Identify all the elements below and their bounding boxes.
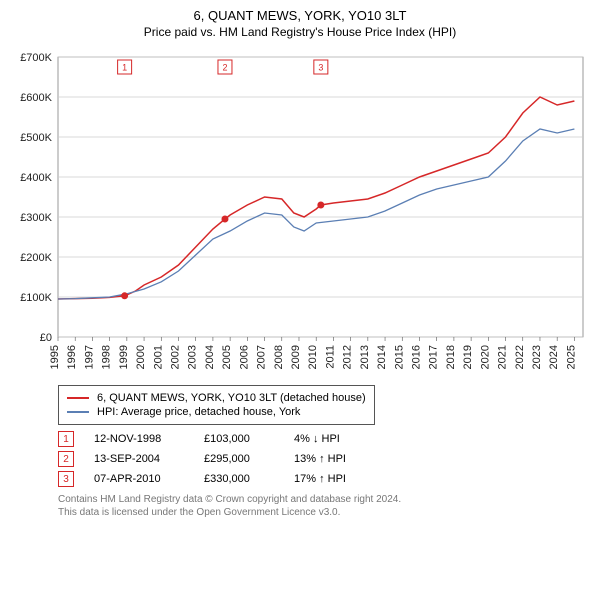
sale-delta: 13% ↑ HPI [294,453,394,465]
x-tick-label: 2018 [445,345,457,369]
x-tick-label: 2019 [462,345,474,369]
x-tick-label: 2003 [187,345,199,369]
y-tick-label: £400K [20,172,52,184]
x-tick-label: 2011 [324,345,336,369]
sale-badge: 3 [58,471,74,487]
x-tick-label: 2014 [376,345,388,369]
sale-marker-number: 3 [318,63,323,73]
x-tick-label: 2021 [497,345,509,369]
sale-delta: 17% ↑ HPI [294,473,394,485]
x-tick-label: 2010 [307,345,319,369]
x-tick-label: 2013 [359,345,371,369]
x-tick-label: 1995 [49,345,61,369]
legend-row: 6, QUANT MEWS, YORK, YO10 3LT (detached … [67,392,366,404]
legend-swatch [67,397,89,399]
x-tick-label: 1998 [101,345,113,369]
x-tick-label: 2025 [565,345,577,369]
sale-row: 1 12-NOV-1998£103,0004% ↓ HPI [58,431,592,447]
attribution-line1: Contains HM Land Registry data © Crown c… [58,493,592,506]
chart-area: £0 £100K £200K £300K £400K £500K £600K £700K 199… [8,47,592,377]
x-tick-label: 2000 [135,345,147,369]
sale-date: 12-NOV-1998 [94,433,204,445]
x-tick-label: 2004 [204,345,216,369]
x-tick-label: 2012 [342,345,354,369]
attribution-line2: This data is licensed under the Open Gov… [58,506,592,519]
x-tick-label: 2007 [256,345,268,369]
x-tick-label: 2001 [152,345,164,369]
legend-label: HPI: Average price, detached house, York [97,406,300,418]
x-tick-label: 2022 [514,345,526,369]
x-tick-label: 1996 [66,345,78,369]
x-tick-label: 2009 [290,345,302,369]
sale-date: 07-APR-2010 [94,473,204,485]
x-tick-label: 2020 [479,345,491,369]
y-tick-label: £300K [20,212,52,224]
y-tick-label: £0 [40,332,52,344]
y-tick-label: £600K [20,92,52,104]
y-tick-label: £700K [20,52,52,64]
x-tick-label: 2005 [221,345,233,369]
sale-marker-dot [121,292,128,299]
x-tick-label: 1997 [83,345,95,369]
x-tick-label: 2024 [548,345,560,369]
x-tick-label: 2023 [531,345,543,369]
legend-box: 6, QUANT MEWS, YORK, YO10 3LT (detached … [58,385,375,425]
attribution-text: Contains HM Land Registry data © Crown c… [58,493,592,519]
y-tick-label: £500K [20,132,52,144]
y-tick-label: £200K [20,252,52,264]
x-tick-label: 2008 [273,345,285,369]
x-tick-label: 2006 [238,345,250,369]
legend-swatch [67,411,89,413]
sale-price: £330,000 [204,473,294,485]
x-tick-label: 1999 [118,345,130,369]
chart-subtitle: Price paid vs. HM Land Registry's House … [8,25,592,39]
sale-marker-dot [317,202,324,209]
y-tick-label: £100K [20,292,52,304]
sales-table: 1 12-NOV-1998£103,0004% ↓ HPI 2 13-SEP-2004… [58,431,592,487]
sale-badge: 2 [58,451,74,467]
line-chart-svg: £0 £100K £200K £300K £400K £500K £600K £700K 199… [8,47,592,377]
sale-date: 13-SEP-2004 [94,453,204,465]
sale-badge: 1 [58,431,74,447]
sale-row: 2 13-SEP-2004£295,00013% ↑ HPI [58,451,592,467]
x-tick-label: 2015 [393,345,405,369]
sale-delta: 4% ↓ HPI [294,433,394,445]
legend-label: 6, QUANT MEWS, YORK, YO10 3LT (detached … [97,392,366,404]
legend-row: HPI: Average price, detached house, York [67,406,366,418]
chart-title: 6, QUANT MEWS, YORK, YO10 3LT [8,8,592,23]
x-tick-label: 2016 [410,345,422,369]
x-tick-label: 2002 [169,345,181,369]
sale-marker-dot [221,216,228,223]
x-tick-label: 2017 [428,345,440,369]
sale-marker-number: 2 [222,63,227,73]
sale-price: £103,000 [204,433,294,445]
sale-row: 3 07-APR-2010£330,00017% ↑ HPI [58,471,592,487]
sale-marker-number: 1 [122,63,127,73]
sale-price: £295,000 [204,453,294,465]
